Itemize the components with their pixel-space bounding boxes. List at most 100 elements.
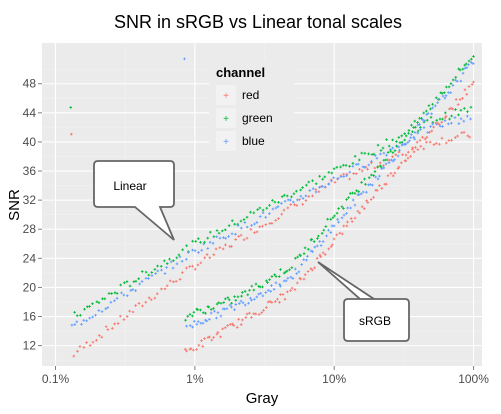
data-point-blue [245, 225, 249, 229]
data-point-red [311, 194, 314, 198]
data-point-blue [309, 249, 313, 253]
data-point-red [106, 328, 110, 331]
x-axis-title: Gray [246, 390, 279, 407]
data-point-red [432, 143, 436, 146]
data-point-blue [351, 198, 355, 202]
data-point-green [403, 138, 407, 142]
data-point-red [404, 159, 408, 163]
data-point-blue [454, 78, 457, 82]
y-tick-label: 28 [23, 222, 37, 236]
data-point-red [131, 310, 135, 314]
data-point-green [322, 228, 326, 232]
data-point-red [472, 80, 475, 84]
data-point-red [270, 222, 274, 225]
data-point-green [241, 291, 244, 294]
data-point-red [237, 317, 240, 321]
data-point-green [422, 111, 426, 115]
data-point-blue [299, 194, 303, 198]
data-point-green [342, 163, 345, 167]
data-point-red [296, 281, 299, 285]
data-point-blue [191, 248, 194, 252]
data-point-green [407, 129, 411, 132]
data-point-blue [459, 117, 463, 121]
data-point-green [261, 208, 265, 212]
data-point-red [303, 273, 307, 276]
data-point-green [103, 297, 107, 301]
data-point-blue [418, 123, 421, 126]
data-point-red [360, 205, 364, 209]
data-point-green [404, 134, 408, 138]
data-point-blue [378, 174, 381, 178]
data-point-red [244, 316, 248, 319]
data-point-blue [332, 176, 335, 180]
data-point-green [389, 149, 392, 153]
data-point-red [119, 314, 122, 318]
data-point-green [288, 268, 291, 272]
data-point-red [203, 337, 206, 340]
data-point-blue [436, 101, 439, 104]
data-point-blue [230, 305, 233, 309]
data-point-green [252, 211, 256, 215]
data-point-red [200, 339, 203, 342]
data-point-red [380, 187, 384, 190]
data-point-red [183, 347, 187, 351]
data-point-red [449, 106, 453, 110]
data-point-red [268, 300, 272, 303]
data-point-red [310, 268, 314, 272]
data-point-green [274, 275, 278, 278]
data-point-blue [249, 296, 252, 300]
data-point-green [243, 290, 247, 293]
data-point-green [317, 234, 320, 238]
data-point-blue [323, 185, 327, 189]
data-point-blue [225, 307, 229, 311]
data-point-blue [359, 192, 363, 196]
data-point-red [215, 332, 219, 336]
data-point-red [261, 224, 264, 228]
data-point-blue [349, 206, 352, 210]
data-point-blue [308, 189, 312, 192]
data-point-green [199, 308, 202, 312]
data-point-red [264, 223, 268, 226]
data-point-red [234, 238, 237, 241]
data-point-red [451, 107, 455, 111]
data-point-red [434, 141, 438, 145]
data-point-blue [109, 300, 113, 304]
data-point-green [284, 270, 288, 274]
data-point-red [407, 150, 410, 154]
data-point-red [245, 236, 249, 240]
data-point-blue [88, 316, 92, 320]
data-point-green [385, 138, 388, 141]
legend-key-green [216, 108, 236, 128]
data-point-green [191, 314, 194, 318]
data-point-green [450, 114, 453, 118]
data-point-green [199, 241, 202, 244]
data-point-green [425, 118, 429, 122]
data-point-blue [357, 193, 361, 197]
data-point-red [317, 190, 321, 194]
data-point-red [384, 182, 388, 186]
data-point-green [184, 318, 187, 322]
data-point-red [266, 300, 270, 304]
data-point-red [323, 253, 327, 256]
data-point-green [249, 210, 252, 214]
data-point-red [416, 148, 420, 151]
data-point-green [224, 228, 227, 232]
data-point-blue [305, 258, 308, 262]
data-point-blue [286, 276, 290, 280]
data-point-red [421, 135, 424, 139]
data-point-green [233, 295, 236, 298]
data-point-red [98, 334, 101, 337]
data-point-green [128, 284, 132, 288]
data-point-red [188, 265, 191, 268]
data-point-green [379, 149, 383, 152]
data-point-blue [365, 190, 368, 194]
y-tick-label: 16 [23, 310, 37, 324]
data-point-blue [188, 324, 192, 327]
data-point-blue [271, 207, 275, 211]
data-point-blue [278, 283, 282, 286]
data-point-blue [327, 228, 330, 232]
data-point-green [451, 78, 455, 82]
data-point-green [165, 262, 169, 265]
data-point-blue [371, 183, 374, 187]
data-point-blue [104, 307, 108, 311]
